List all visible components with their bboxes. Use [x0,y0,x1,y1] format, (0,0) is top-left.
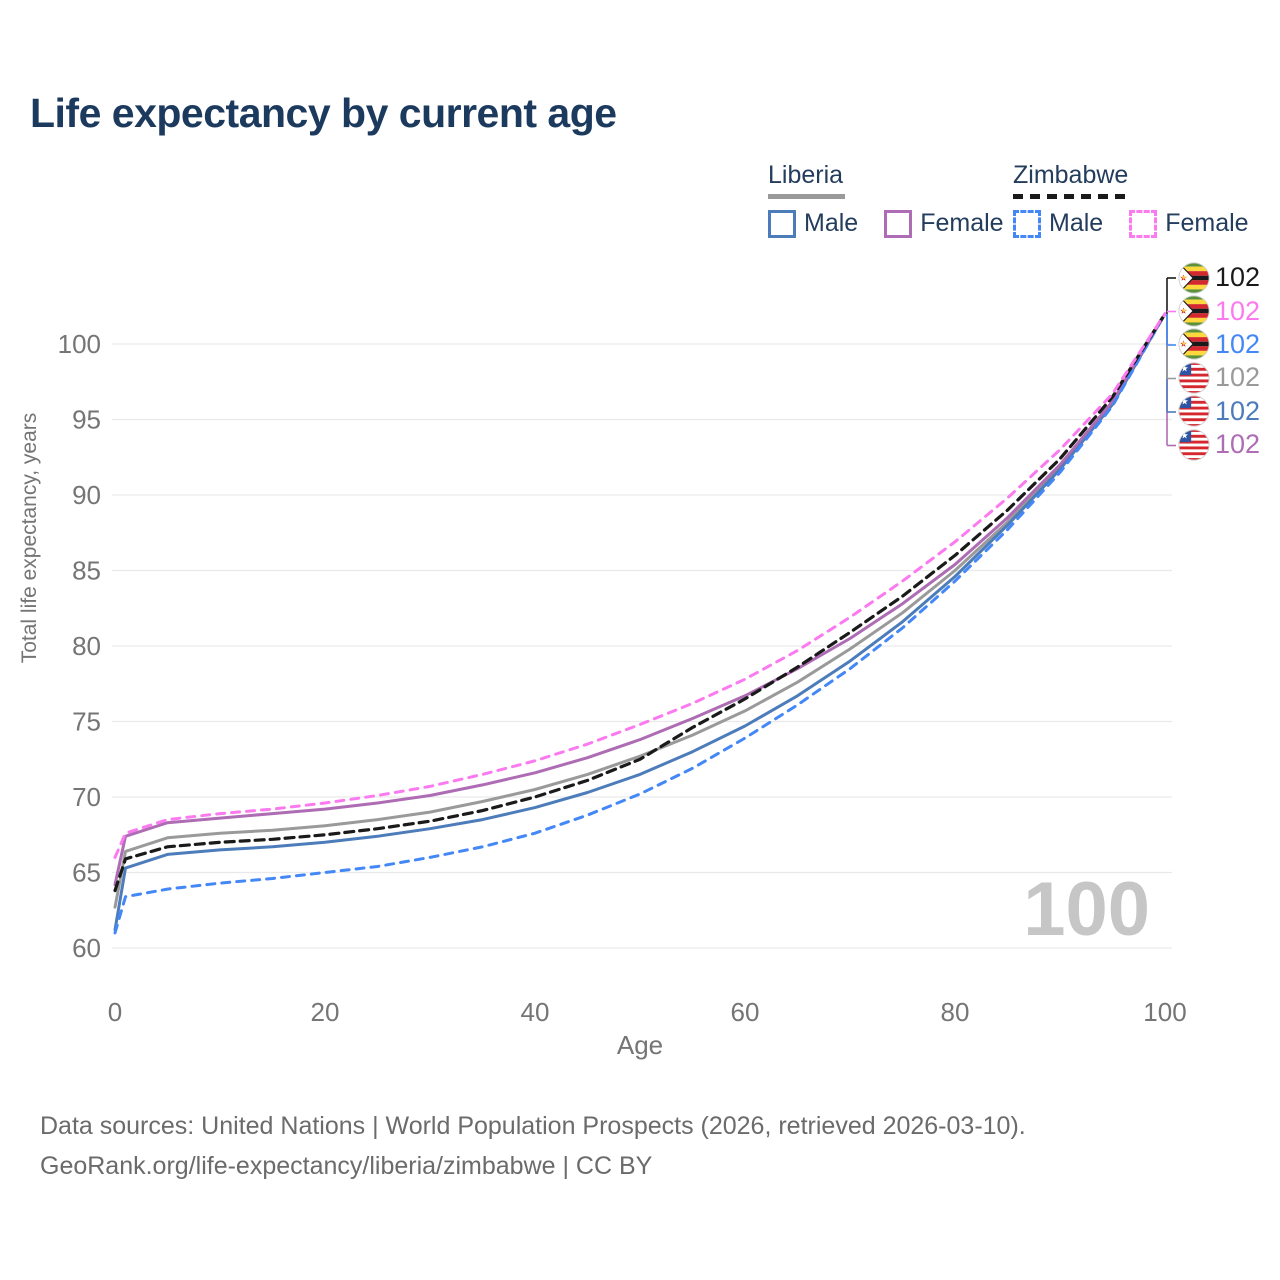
end-label-row-zimbabwe: 102 [1178,261,1260,294]
liberia-male-swatch[interactable] [768,209,796,238]
zimbabwe-male-swatch[interactable] [1013,209,1041,238]
liberia-female-swatch[interactable] [884,209,913,238]
zimbabwe-flag-icon [1178,262,1210,294]
legend-group-liberia: Liberia Male Female [768,161,1022,238]
series-liberia-female [113,312,1167,887]
zimbabwe-flag-icon [1178,295,1210,327]
y-tick-label: 65 [72,858,101,888]
x-tick-label: 20 [311,997,340,1027]
y-tick-label: 90 [72,480,101,510]
liberia-flag-icon [1178,429,1210,461]
legend-group-zimbabwe: Zimbabwe Male Female [1013,161,1267,238]
zimbabwe-flag-icon [1178,328,1210,360]
end-label-row-liberia: 102 [1178,361,1260,394]
end-label-value: 102 [1215,395,1261,426]
zimbabwe-male-label[interactable]: Male [1049,209,1104,237]
end-label-value: 102 [1215,295,1261,326]
end-label-row-liberia: 102 [1178,395,1260,428]
x-axis-title: Age [616,1030,664,1060]
legend-title-liberia: Liberia [768,161,844,189]
y-tick-label: 85 [72,556,101,586]
footer-data-sources: Data sources: United Nations | World Pop… [40,1112,1026,1140]
liberia-male-label[interactable]: Male [804,209,859,237]
x-tick-label: 40 [521,997,550,1027]
zimbabwe-female-swatch[interactable] [1129,209,1158,238]
end-label-value: 102 [1215,362,1261,393]
x-tick-label: 80 [941,997,970,1027]
liberia-female-label[interactable]: Female [920,209,1004,237]
end-label-row-zimbabwe: 102 [1178,328,1260,361]
footer-attribution: GeoRank.org/life-expectancy/liberia/zimb… [40,1152,653,1180]
age-counter: 100 [1023,867,1150,952]
y-tick-label: 100 [58,329,101,359]
y-axis-title: Total life expectancy, years [18,412,41,664]
series-zimbabwe-male [113,312,1167,935]
page-title: Life expectancy by current age [30,90,617,136]
liberia-flag-icon [1178,362,1210,394]
zimbabwe-female-label[interactable]: Female [1165,209,1249,237]
y-tick-label: 80 [72,631,101,661]
y-tick-label: 75 [72,707,101,737]
legend-title-zimbabwe: Zimbabwe [1013,161,1129,189]
series-zimbabwe-female [113,312,1167,859]
end-label-value: 102 [1215,429,1261,460]
end-label-value: 102 [1215,328,1261,359]
y-tick-label: 60 [72,933,101,963]
end-label-value: 102 [1215,262,1261,293]
x-tick-label: 100 [1143,997,1186,1027]
x-tick-label: 0 [108,997,122,1027]
footer: Data sources: United Nations | World Pop… [40,1106,1026,1186]
zimbabwe-line-style-swatch [1013,194,1128,199]
x-tick-label: 60 [731,997,760,1027]
end-label-row-zimbabwe: 102 [1178,294,1260,327]
series-zimbabwe-both-sexes [113,312,1167,893]
series-liberia-both-sexes [113,312,1167,909]
end-labels: 102 102 102 102 102 102 [1178,261,1260,461]
liberia-flag-icon [1178,395,1210,427]
series-liberia-male [113,312,1167,932]
liberia-line-style-swatch [768,194,845,199]
y-tick-label: 70 [72,782,101,812]
end-label-row-liberia: 102 [1178,428,1260,461]
y-tick-label: 95 [72,405,101,435]
